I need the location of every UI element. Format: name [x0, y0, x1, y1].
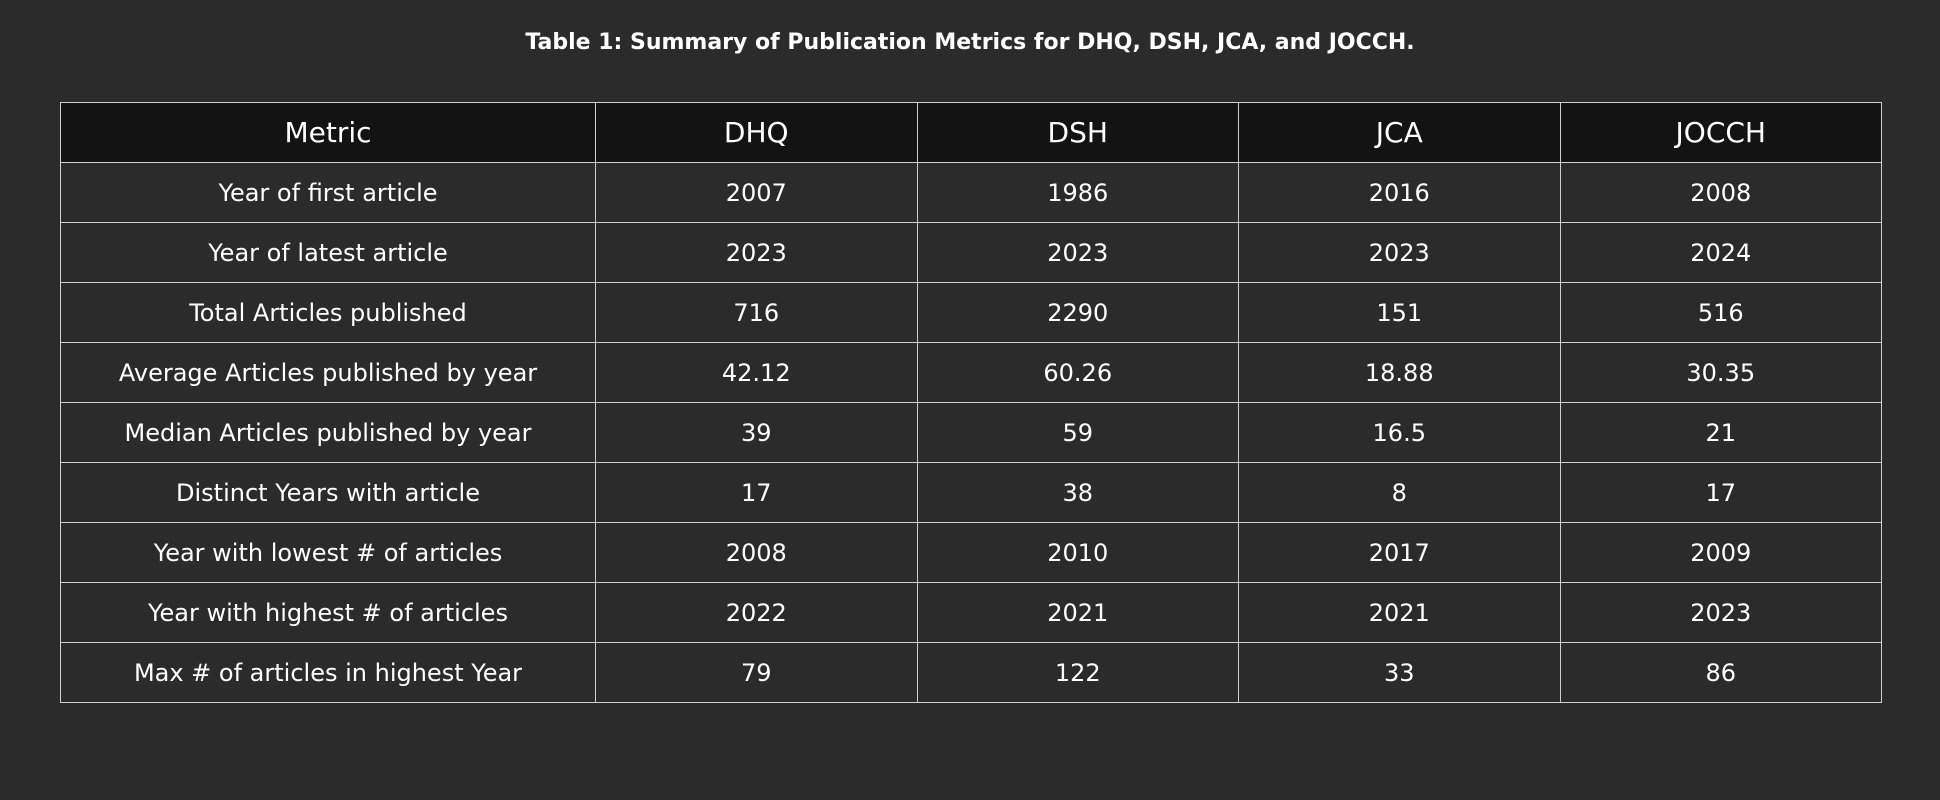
cell-jocch: 2009: [1559, 522, 1882, 583]
cell-jca: 151: [1238, 282, 1561, 343]
cell-jocch: 2008: [1559, 162, 1882, 223]
metric-label: Median Articles published by year: [60, 402, 596, 463]
table-row: Average Articles published by year 42.12…: [60, 342, 1882, 403]
cell-dsh: 38: [916, 462, 1239, 523]
cell-dhq: 2022: [595, 582, 918, 643]
cell-jocch: 2024: [1559, 222, 1882, 283]
header-row: Metric DHQ DSH JCA JOCCH: [60, 102, 1882, 163]
cell-dhq: 2007: [595, 162, 918, 223]
cell-dsh: 60.26: [916, 342, 1239, 403]
table-body: Year of first article 2007 1986 2016 200…: [60, 162, 1882, 703]
cell-jocch: 516: [1559, 282, 1882, 343]
metric-label: Max # of articles in highest Year: [60, 642, 596, 703]
cell-dhq: 2008: [595, 522, 918, 583]
header-jocch: JOCCH: [1559, 102, 1882, 163]
metric-label: Average Articles published by year: [60, 342, 596, 403]
cell-jca: 2016: [1238, 162, 1561, 223]
cell-dsh: 2290: [916, 282, 1239, 343]
header-jca: JCA: [1238, 102, 1561, 163]
cell-dhq: 79: [595, 642, 918, 703]
metric-label: Year with highest # of articles: [60, 582, 596, 643]
cell-jocch: 86: [1559, 642, 1882, 703]
table-row: Distinct Years with article 17 38 8 17: [60, 462, 1882, 523]
metric-label: Distinct Years with article: [60, 462, 596, 523]
cell-dsh: 59: [916, 402, 1239, 463]
cell-jocch: 2023: [1559, 582, 1882, 643]
cell-dhq: 42.12: [595, 342, 918, 403]
table-row: Year with highest # of articles 2022 202…: [60, 582, 1882, 643]
cell-jca: 2017: [1238, 522, 1561, 583]
cell-dsh: 2010: [916, 522, 1239, 583]
header-dsh: DSH: [916, 102, 1239, 163]
cell-dsh: 2023: [916, 222, 1239, 283]
cell-jca: 18.88: [1238, 342, 1561, 403]
cell-jca: 16.5: [1238, 402, 1561, 463]
cell-dhq: 39: [595, 402, 918, 463]
cell-jocch: 17: [1559, 462, 1882, 523]
table-row: Max # of articles in highest Year 79 122…: [60, 642, 1882, 703]
cell-dhq: 17: [595, 462, 918, 523]
metric-label: Year with lowest # of articles: [60, 522, 596, 583]
metric-label: Year of first article: [60, 162, 596, 223]
cell-dsh: 1986: [916, 162, 1239, 223]
cell-jca: 2021: [1238, 582, 1561, 643]
cell-jca: 2023: [1238, 222, 1561, 283]
table-row: Year of first article 2007 1986 2016 200…: [60, 162, 1882, 223]
cell-dsh: 122: [916, 642, 1239, 703]
metric-label: Total Articles published: [60, 282, 596, 343]
cell-jca: 8: [1238, 462, 1561, 523]
publication-metrics-table: Metric DHQ DSH JCA JOCCH Year of first a…: [60, 102, 1882, 703]
cell-jocch: 30.35: [1559, 342, 1882, 403]
cell-jca: 33: [1238, 642, 1561, 703]
cell-jocch: 21: [1559, 402, 1882, 463]
cell-dhq: 2023: [595, 222, 918, 283]
table-row: Year of latest article 2023 2023 2023 20…: [60, 222, 1882, 283]
table-caption: Table 1: Summary of Publication Metrics …: [525, 30, 1415, 55]
header-dhq: DHQ: [595, 102, 918, 163]
table-row: Year with lowest # of articles 2008 2010…: [60, 522, 1882, 583]
metric-label: Year of latest article: [60, 222, 596, 283]
header-metric: Metric: [60, 102, 596, 163]
cell-dsh: 2021: [916, 582, 1239, 643]
table-row: Total Articles published 716 2290 151 51…: [60, 282, 1882, 343]
table-header: Metric DHQ DSH JCA JOCCH: [60, 102, 1882, 163]
cell-dhq: 716: [595, 282, 918, 343]
table-row: Median Articles published by year 39 59 …: [60, 402, 1882, 463]
